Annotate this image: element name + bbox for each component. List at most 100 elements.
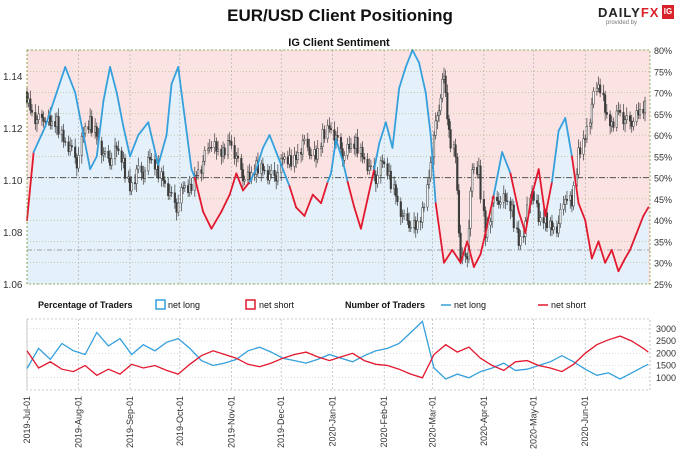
candle-body [69, 145, 72, 152]
candle-body [356, 137, 359, 154]
candle-body [220, 148, 223, 157]
candle-body [457, 190, 460, 234]
candle-body [359, 147, 362, 154]
candle-body [295, 154, 298, 160]
candle-body [426, 184, 429, 208]
candle-body [120, 150, 123, 163]
sentiment-segment [95, 100, 105, 158]
candle-body [74, 146, 77, 158]
candle-body [235, 155, 238, 159]
candle-body [472, 167, 475, 170]
candle-body [213, 141, 216, 148]
candle-body [84, 126, 87, 134]
y-right-tick-label: 25% [654, 280, 672, 290]
sentiment-segment [89, 155, 98, 171]
candle-body [535, 200, 539, 204]
candle-body [592, 91, 595, 105]
candle-body [243, 179, 246, 182]
chart-title: EUR/USD Client Positioning [227, 6, 453, 25]
x-tick-label: 2019-Aug-01 [74, 396, 84, 448]
candle-body [577, 147, 580, 175]
sentiment-segment [418, 61, 427, 94]
candle-body [87, 126, 90, 130]
candle-body [240, 157, 243, 170]
candle-body [479, 165, 482, 200]
candle-body [70, 145, 73, 148]
sentiment-segment [275, 151, 284, 171]
candle-body [522, 236, 525, 238]
candle-body [388, 170, 391, 176]
candle-body [104, 150, 107, 154]
sentiment-segment [617, 257, 626, 273]
candle-body [296, 152, 299, 160]
candle-body [135, 168, 138, 184]
sentiment-segment [311, 193, 322, 205]
sentiment-segment [54, 66, 67, 98]
candle-body [624, 119, 627, 125]
candle-body [421, 207, 424, 223]
candle-body [142, 171, 145, 179]
y-bottom-tick-label: 1000 [656, 373, 676, 383]
y-bottom-tick-label: 1500 [656, 361, 676, 371]
candle-body [29, 98, 32, 111]
candle-body [153, 159, 156, 170]
sentiment-segment [115, 91, 125, 128]
sentiment-segment [597, 240, 607, 264]
candle-body [173, 192, 176, 203]
candle-body [197, 169, 200, 176]
candle-body [203, 150, 206, 162]
candle-body [354, 137, 357, 149]
x-tick-label: 2019-Dec-01 [276, 396, 286, 448]
y-right-tick-label: 45% [654, 195, 672, 205]
candle-body [155, 163, 158, 170]
candle-body [217, 148, 220, 152]
legend-short-swatch [245, 299, 256, 310]
candle-body [497, 200, 500, 205]
candle-body [57, 116, 60, 135]
candle-body [552, 226, 555, 231]
candle-body [321, 129, 324, 147]
candle-body [150, 158, 153, 161]
candle-body [49, 115, 52, 126]
candle-body [246, 171, 250, 180]
candle-body [303, 138, 306, 141]
candle-body [320, 146, 323, 149]
candle-body [182, 187, 185, 189]
sentiment-segment [451, 249, 462, 264]
candle-body [519, 236, 522, 246]
logo-sub-text: provided by [606, 20, 638, 26]
y-right-tick-label: 50% [654, 174, 672, 184]
candle-body [637, 110, 640, 116]
sentiment-segment [509, 172, 520, 213]
sentiment-segment [531, 168, 540, 196]
candle-body [266, 170, 269, 181]
sentiment-segment [551, 129, 560, 183]
candle-body [625, 115, 628, 120]
y-right-tick-label: 30% [654, 259, 672, 269]
sentiment-segment [391, 87, 401, 149]
sentiment-segment [335, 138, 344, 162]
candle-body [549, 220, 552, 229]
y-right-tick-label: 65% [654, 110, 672, 120]
candle-body [290, 155, 293, 167]
candle-body [406, 213, 409, 221]
x-tick-label: 2020-May-01 [529, 396, 539, 449]
candle-body [343, 155, 346, 161]
candle-body [368, 166, 371, 171]
candle-body [27, 98, 30, 104]
candle-body [504, 193, 507, 202]
candle-body [329, 128, 333, 130]
legend-number-net-long: net long [454, 300, 486, 310]
candle-body [183, 185, 186, 189]
candle-body [454, 144, 457, 158]
candle-body [602, 92, 605, 96]
candle-body [572, 185, 575, 207]
candle-body [328, 125, 331, 129]
sentiment-segment [210, 210, 223, 230]
candle-body [449, 129, 452, 149]
candle-body [42, 117, 45, 122]
candle-body [632, 121, 635, 127]
candle-body [562, 204, 565, 210]
sentiment-segment [109, 66, 118, 94]
candle-body [609, 114, 612, 127]
